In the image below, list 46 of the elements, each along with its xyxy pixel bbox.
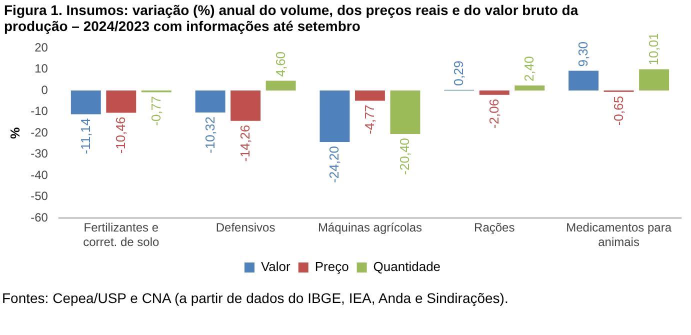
y-axis-title: %	[7, 126, 22, 139]
x-tick-label: Fertilizantes e corret. de solo	[83, 220, 160, 250]
y-tick-label: -30	[30, 146, 48, 161]
data-label: 2,40	[522, 56, 537, 82]
bar	[230, 90, 261, 121]
chart-title: Figura 1. Insumos: variação (%) anual do volume, dos preços reais e do valor bruto da produção – 2024/2023 com informações até setembro	[3, 1, 580, 34]
data-label: -0,65	[610, 96, 626, 126]
y-tick-label: -50	[30, 189, 48, 204]
bar	[514, 85, 545, 91]
data-label: -11,14	[78, 118, 93, 154]
data-label: -14,26	[238, 124, 253, 162]
bar	[70, 90, 101, 114]
data-label: 4,60	[272, 51, 288, 77]
x-tick-label: Máquinas agrícolas	[318, 220, 422, 235]
data-label: -24,20	[326, 146, 342, 183]
text: Fontes: Cepea/USP e CNA (a partir de dados do IBGE, IEA, Anda e Sindirações).	[1, 289, 510, 306]
data-label: -2,06	[486, 98, 502, 129]
data-label: 0,29	[451, 60, 466, 86]
y-tick-label: 20	[34, 40, 48, 54]
y-tick-label: -60	[30, 210, 48, 225]
bar	[106, 90, 136, 113]
data-label: -0,77	[148, 96, 164, 126]
bar	[568, 70, 599, 91]
bar	[195, 90, 226, 113]
x-tick-label: Defensivos	[216, 220, 276, 235]
bar	[479, 90, 510, 95]
y-tick-label: 10	[34, 62, 48, 76]
x-tick-label: Medicamentos para animais	[566, 220, 672, 250]
bar	[390, 90, 420, 134]
y-tick-label: 0	[41, 82, 48, 97]
legend-label: Valor	[260, 259, 292, 274]
data-label: -10,32	[202, 116, 218, 154]
data-label: -10,46	[113, 116, 128, 154]
legend-label: Preço	[314, 259, 349, 274]
bar	[320, 90, 350, 142]
legend-label: Quantidade	[373, 259, 441, 274]
bar	[354, 90, 385, 101]
bar	[266, 80, 296, 91]
bar	[639, 69, 670, 91]
x-tick-label: Rações	[474, 220, 515, 235]
data-label: -4,77	[362, 104, 377, 134]
y-tick-label: -20	[30, 125, 48, 140]
data-label: -20,40	[397, 138, 412, 175]
y-tick-label: -10	[30, 104, 48, 118]
data-label: 9,30	[576, 41, 591, 67]
y-tick-label: -40	[30, 168, 48, 182]
